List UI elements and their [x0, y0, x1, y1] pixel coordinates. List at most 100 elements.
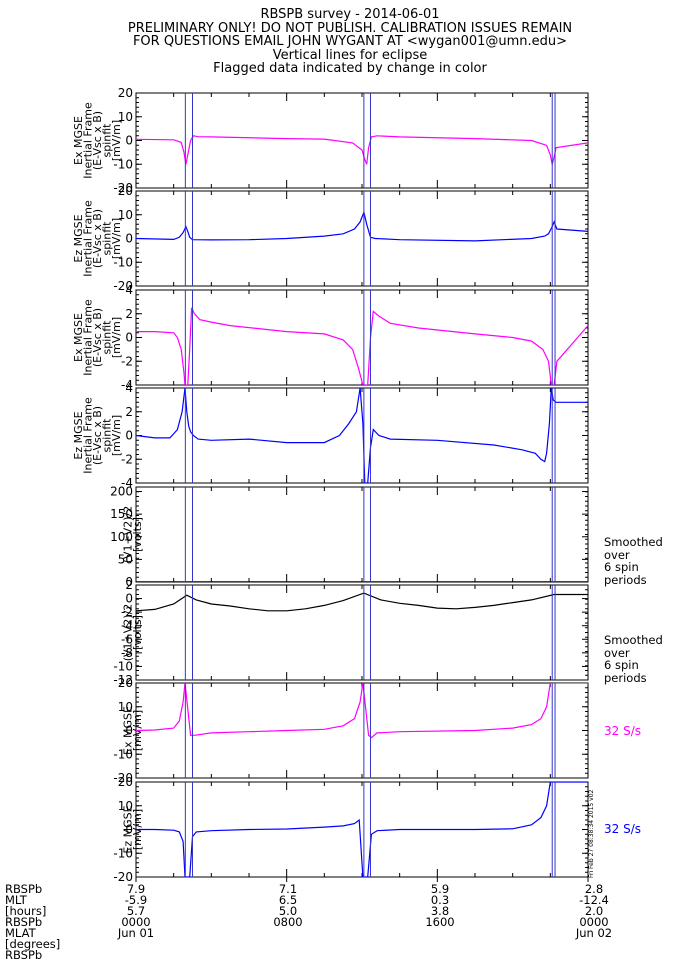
y-axis-label-line: (V1+V2)/2 [122, 506, 135, 564]
row-label: RBSPb [5, 948, 43, 962]
y-tick-label: -4 [121, 476, 133, 490]
y-tick-label: 0 [125, 134, 133, 148]
contact-line: FOR QUESTIONS EMAIL JOHN WYGANT AT <wyga… [132, 34, 568, 49]
y-tick-label: 20 [118, 775, 133, 789]
orbit-row-labels: RBSPb MLT [hours] RBSPb MLAT [degrees] R… [5, 882, 60, 962]
sample-rate-label-8: 32 S/s [604, 822, 641, 836]
data-series-line [136, 592, 588, 612]
y-tick-label: -10 [113, 157, 133, 171]
note-line: periods [604, 572, 647, 587]
y-axis-label-line: spinfit [101, 221, 114, 256]
y-tick-label: -12 [113, 673, 133, 687]
y-axis-label-line: Ez MGSE [72, 411, 85, 459]
y-tick-label: 4 [125, 381, 133, 395]
y-tick-label: 0 [125, 592, 133, 606]
y-tick-label: 150 [110, 507, 133, 521]
sample-rate-label-7: 32 S/s [604, 724, 641, 738]
y-axis-label-line: (V1+V2)/2 [122, 604, 135, 662]
y-axis-label-line: [volts] [131, 517, 144, 552]
row-label: MLAT [5, 926, 36, 940]
y-tick-label: 20 [118, 86, 133, 100]
y-axis-label-line: [volts] [131, 615, 144, 650]
y-tick-label: 0 [125, 724, 133, 738]
note-line: 6 spin [604, 560, 639, 574]
y-axis-label-line: Inertial Frame [82, 397, 95, 474]
y-axis-label-line: (E-Vsc x B) [91, 406, 104, 465]
y-axis-label-line: Ex MGSE [72, 116, 85, 165]
data-series-line [136, 210, 588, 242]
y-tick-label: 50 [118, 552, 133, 566]
y-tick-label: 10 [118, 700, 133, 714]
y-axis-label-line: [mV/m] [110, 120, 123, 161]
mlat-value: 0.3 [430, 893, 450, 907]
l-value: 2.0 [584, 904, 604, 918]
panel-frame [135, 486, 589, 583]
data-series-line [136, 135, 588, 165]
y-tick-label: -8 [121, 646, 133, 660]
y-tick-label: 2 [125, 578, 133, 592]
y-tick-label: -10 [113, 659, 133, 673]
l-value: 3.8 [430, 904, 450, 918]
data-series-line [136, 388, 588, 483]
y-axis-label-line: (E-Vsc x B) [91, 209, 104, 268]
orbit-column: 7.9 -5.9 5.7 0000 Jun 01 [116, 883, 156, 940]
l-value: 5.0 [278, 904, 298, 918]
data-series-line [136, 683, 588, 739]
y-axis-label-line: Ez MGSE [72, 214, 85, 262]
y-tick-label: -20 [113, 279, 133, 293]
y-axis-label-line: Ex MGSE [72, 313, 85, 362]
y-tick-label: 0 [125, 429, 133, 443]
y-tick-label: -10 [113, 846, 133, 860]
y-tick-label: -2 [121, 354, 133, 368]
plot-title: RBSPB survey - 2014-06-01 [260, 7, 440, 22]
warning-line: PRELIMINARY ONLY! DO NOT PUBLISH. CALIBR… [127, 20, 573, 36]
mlt-value: 7.1 [278, 882, 298, 896]
y-tick-label: 2 [125, 307, 133, 321]
y-tick-label: 0 [125, 823, 133, 837]
y-tick-label: 10 [118, 110, 133, 124]
y-tick-label: 200 [110, 485, 133, 499]
mlat-value: -5.9 [124, 893, 148, 907]
time-value: 0000 [579, 915, 609, 929]
y-tick-label: -20 [113, 181, 133, 195]
time-value: 1600 [425, 915, 455, 929]
mlat-value: -12.4 [579, 893, 609, 907]
y-axis-label-line: spinfit [101, 123, 114, 158]
note-line: over [604, 547, 630, 562]
note-line: over [604, 645, 630, 660]
y-tick-label: 10 [118, 799, 133, 813]
flag-note: Flagged data indicated by change in colo… [213, 61, 487, 76]
row-label: RBSPb [5, 882, 43, 896]
y-tick-label: 100 [110, 530, 133, 544]
y-tick-label: 0 [125, 575, 133, 589]
panel-frame [135, 289, 589, 386]
row-label: MLT [5, 893, 27, 907]
note-line: periods [604, 670, 647, 685]
note-line: Smoothed [604, 535, 663, 549]
y-tick-label: 10 [118, 208, 133, 222]
y-tick-label: -4 [121, 378, 133, 392]
y-tick-label: -20 [113, 870, 133, 884]
row-label: [hours] [5, 904, 47, 918]
y-axis-label-line: [mV/m] [110, 317, 123, 358]
version-stamp: Fri Feb 27 08:38:34 2015 v02 [588, 789, 595, 878]
data-series-line [136, 782, 588, 877]
date-value: Jun 01 [117, 926, 155, 940]
mlat-value: 6.5 [278, 893, 298, 907]
y-tick-label: 4 [125, 283, 133, 297]
orbit-column: 7.1 6.5 5.0 0800 [268, 882, 308, 928]
y-tick-label: -4 [121, 619, 133, 633]
smoothing-note-6: Smoothed over 6 spin periods [604, 634, 663, 684]
plot-header: RBSPB survey - 2014-06-01 PRELIMINARY ON… [0, 8, 700, 76]
y-axis-label-line: Inertial Frame [82, 102, 95, 179]
y-tick-label: 20 [118, 184, 133, 198]
y-axis-label-line: [mV/m] [110, 218, 123, 259]
smoothing-note-5: Smoothed over 6 spin periods [604, 536, 663, 586]
panel-frame [135, 387, 589, 484]
note-line: Smoothed [604, 633, 663, 647]
orbit-column: 5.9 0.3 3.8 1600 [420, 883, 460, 929]
y-tick-label: -6 [121, 632, 133, 646]
eclipse-note: Vertical lines for eclipse [272, 47, 428, 63]
y-axis-label-line: spinfit [101, 320, 114, 355]
